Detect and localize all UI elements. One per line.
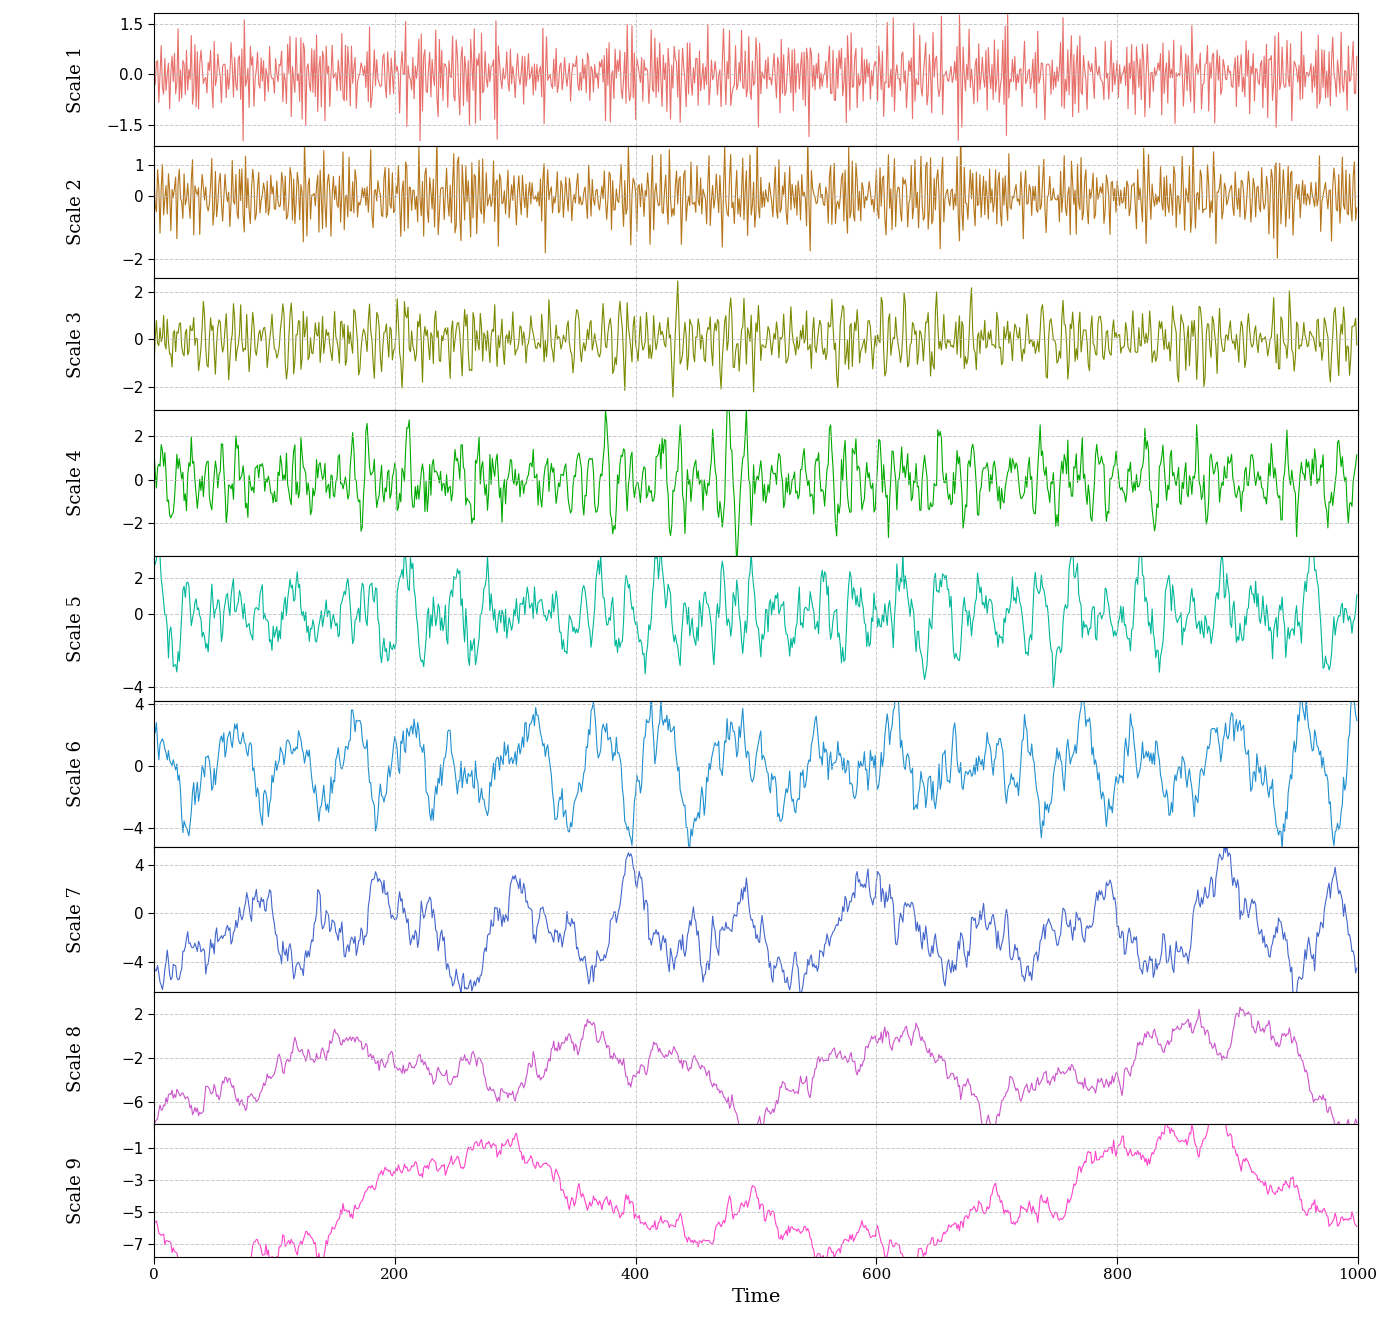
Y-axis label: Scale 9: Scale 9	[67, 1157, 85, 1224]
Y-axis label: Scale 5: Scale 5	[67, 595, 85, 661]
Y-axis label: Scale 1: Scale 1	[67, 46, 85, 113]
Y-axis label: Scale 7: Scale 7	[67, 886, 85, 953]
Y-axis label: Scale 2: Scale 2	[67, 179, 85, 245]
Y-axis label: Scale 4: Scale 4	[67, 449, 85, 516]
Y-axis label: Scale 6: Scale 6	[67, 741, 85, 808]
Y-axis label: Scale 8: Scale 8	[67, 1024, 85, 1091]
X-axis label: Time: Time	[731, 1288, 781, 1306]
Y-axis label: Scale 3: Scale 3	[67, 310, 85, 378]
